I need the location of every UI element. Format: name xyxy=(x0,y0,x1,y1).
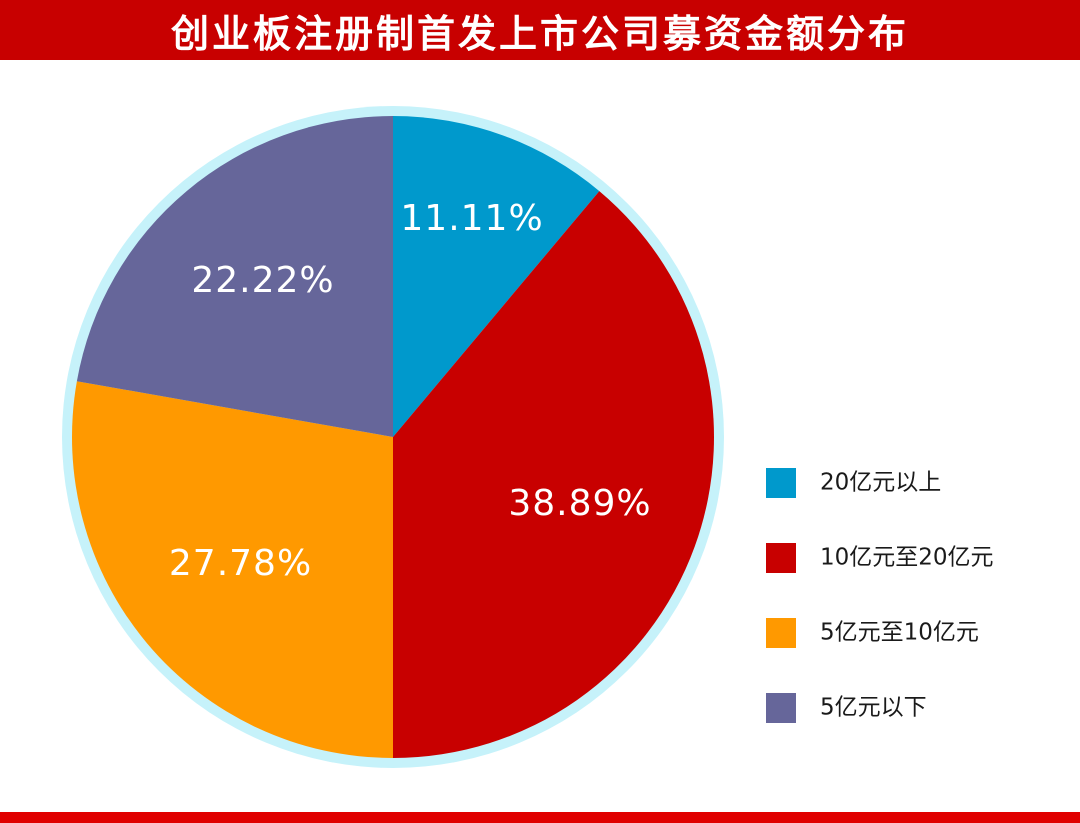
legend-item-20-plus: 20亿元以上 xyxy=(766,468,941,498)
legend-swatch xyxy=(766,543,796,573)
legend-label: 10亿元至20亿元 xyxy=(820,545,994,571)
pie-slice-5-to-10 xyxy=(71,381,393,758)
legend-label: 5亿元至10亿元 xyxy=(820,620,979,646)
legend-item-10-to-20: 10亿元至20亿元 xyxy=(766,543,994,573)
pie-label-10-to-20: 38.89% xyxy=(508,483,651,524)
legend-swatch xyxy=(766,468,796,498)
legend-swatch xyxy=(766,618,796,648)
legend-label: 5亿元以下 xyxy=(820,695,927,721)
pie-labels: 11.11% 38.89% 27.78% 22.22% xyxy=(169,198,651,584)
bottom-bar xyxy=(0,812,1080,823)
legend-item-under-5: 5亿元以下 xyxy=(766,693,927,723)
chart-title: 创业板注册制首发上市公司募资金额分布 xyxy=(170,11,909,56)
pie-label-20-plus: 11.11% xyxy=(400,198,543,239)
pie-label-5-to-10: 27.78% xyxy=(169,543,312,584)
pie-slice-20-plus xyxy=(393,116,600,437)
legend-item-5-to-10: 5亿元至10亿元 xyxy=(766,618,979,648)
legend-label: 20亿元以上 xyxy=(820,470,941,496)
pie-slices xyxy=(71,116,714,758)
pie-label-under-5: 22.22% xyxy=(191,260,334,301)
pie-slice-10-to-20 xyxy=(393,191,714,758)
legend-swatch xyxy=(766,693,796,723)
legend: 20亿元以上 10亿元至20亿元 5亿元至10亿元 5亿元以下 xyxy=(766,468,994,723)
pie-slice-under-5 xyxy=(76,116,394,437)
title-bar: 创业板注册制首发上市公司募资金额分布 xyxy=(0,0,1080,60)
